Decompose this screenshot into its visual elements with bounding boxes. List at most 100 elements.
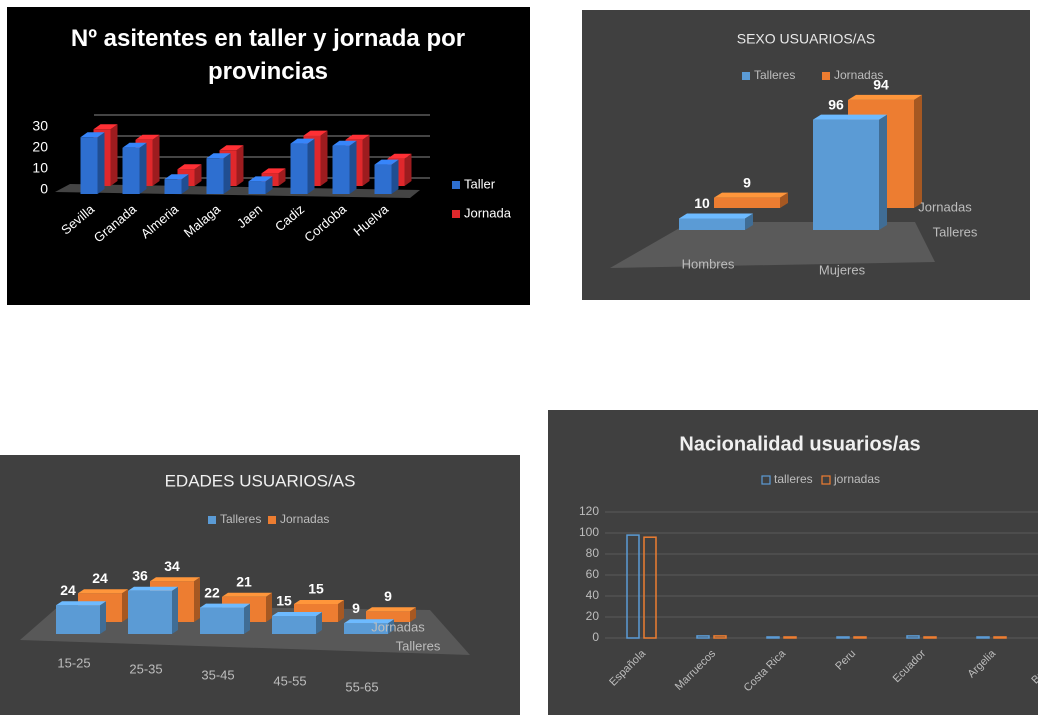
bar: [713, 635, 727, 639]
bar-side: [100, 601, 106, 634]
bar: [976, 636, 990, 639]
bar-front: [332, 145, 350, 194]
bar-top: [374, 159, 399, 165]
data-label: 15: [276, 593, 292, 609]
y-tick-label: 20: [586, 609, 600, 623]
bar-front: [206, 158, 224, 194]
y-tick-label: 120: [579, 504, 599, 518]
depth-axis-label: Jornadas: [371, 619, 425, 634]
bar-top: [345, 134, 370, 140]
bar-top: [679, 213, 753, 219]
legend-label: Jornadas: [280, 512, 329, 526]
legend-swatch: [761, 475, 771, 485]
depth-axis-label: Jornadas: [918, 199, 972, 214]
x-tick-label: 35-45: [201, 667, 234, 682]
data-label: 9: [743, 174, 751, 190]
bar: [56, 601, 106, 634]
legend-label: jornadas: [833, 472, 880, 486]
bar-top: [813, 114, 887, 120]
bar-side: [97, 132, 105, 194]
bar: [836, 636, 850, 639]
x-tick-label: 45-55: [273, 673, 306, 688]
bar-side: [745, 213, 753, 230]
bar-top: [177, 164, 202, 170]
bar-top: [290, 138, 315, 144]
bar-front: [366, 611, 410, 622]
x-tick-label: Mujeres: [819, 262, 866, 277]
bar-side: [181, 174, 189, 194]
bar: [272, 612, 322, 634]
bar-side: [320, 130, 328, 186]
chart-title: Nacionalidad usuarios/as: [679, 433, 920, 455]
bar-front: [344, 623, 388, 634]
bar: [206, 153, 231, 194]
bar: [813, 114, 887, 230]
bar-front: [164, 179, 182, 194]
bar-top: [248, 176, 273, 182]
bar-top: [303, 130, 328, 136]
bar-top: [122, 142, 147, 148]
bar-side: [139, 142, 147, 194]
bar-side: [236, 145, 244, 186]
bar-top: [78, 589, 128, 594]
bar-top: [387, 153, 412, 159]
bar-top: [206, 153, 231, 159]
y-tick-label: 60: [586, 567, 600, 581]
bar-front: [374, 164, 392, 194]
bar: [643, 536, 657, 639]
bar: [714, 192, 788, 208]
x-tick-label: Hombres: [682, 256, 735, 271]
bar: [290, 138, 315, 194]
bar-top: [200, 603, 250, 608]
bar: [993, 636, 1007, 639]
bar-front: [813, 119, 879, 230]
bar-side: [122, 589, 128, 622]
data-label: 36: [132, 568, 148, 584]
data-label: 24: [92, 570, 108, 586]
bar-top: [332, 140, 357, 146]
bar-side: [316, 612, 322, 634]
depth-axis-label: Talleres: [396, 638, 441, 653]
chart-background: [548, 410, 1038, 715]
bar-front: [200, 607, 244, 634]
x-tick-label: 25-35: [129, 661, 162, 676]
bar-side: [244, 603, 250, 634]
bar-side: [879, 114, 887, 230]
bar-top: [128, 586, 178, 591]
chart-title: Nº asitentes en taller y jornada por pro…: [70, 25, 466, 85]
y-tick-label: 0: [40, 181, 48, 197]
data-label: 22: [204, 584, 220, 600]
bar-side: [194, 164, 202, 186]
chart-title: SEXO USUARIOS/AS: [737, 31, 875, 47]
bar-side: [278, 168, 286, 186]
bar-top: [366, 607, 416, 612]
bar-top: [294, 600, 344, 604]
bar-top: [272, 612, 322, 616]
bar-top: [80, 132, 105, 138]
chart-background: [0, 455, 520, 715]
bar-front: [714, 197, 780, 208]
legend-swatch: [742, 72, 750, 80]
floor: [610, 222, 935, 268]
bar-top: [150, 577, 200, 582]
bar: [128, 586, 178, 634]
data-label: 9: [384, 588, 392, 604]
bar-side: [265, 176, 273, 194]
bar-side: [152, 134, 160, 186]
data-label: 94: [873, 77, 889, 93]
y-tick-label: 10: [32, 160, 48, 176]
legend-label: Talleres: [754, 68, 795, 82]
bar-front: [128, 590, 172, 634]
y-tick-label: 40: [586, 588, 600, 602]
legend-swatch: [452, 181, 460, 189]
legend-swatch: [821, 475, 831, 485]
bar: [853, 636, 867, 639]
bar-side: [194, 577, 200, 622]
bar: [122, 142, 147, 194]
bar-top: [261, 168, 286, 174]
bar-front: [679, 218, 745, 230]
data-label: 24: [60, 582, 76, 598]
legend-label: Jornadas: [834, 68, 883, 82]
bar-side: [338, 600, 344, 622]
